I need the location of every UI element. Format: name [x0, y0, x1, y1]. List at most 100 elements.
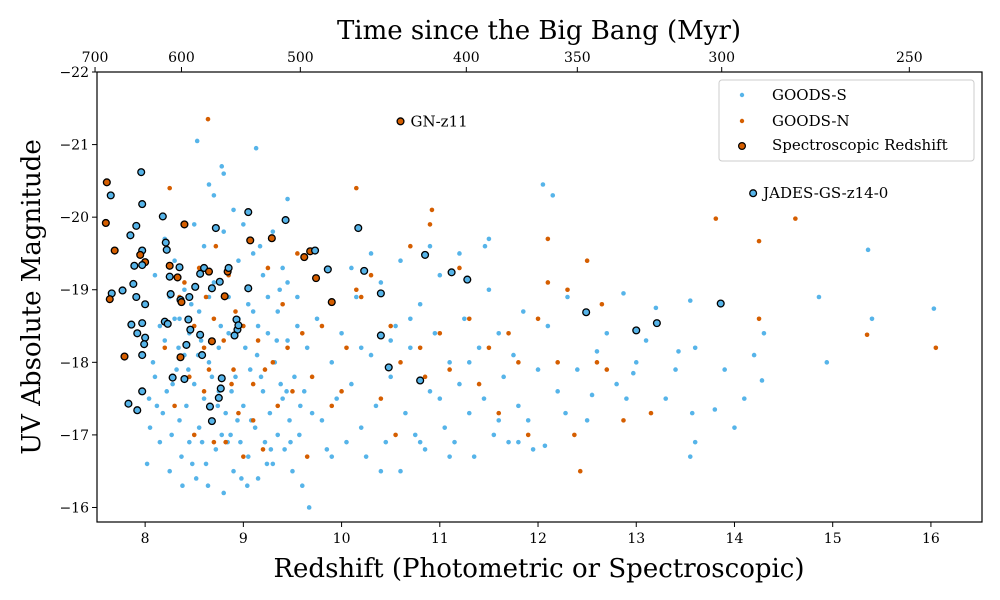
goods-s-point: [653, 305, 659, 311]
goods-n-point: [275, 403, 281, 409]
spectroscopic-point: [185, 292, 194, 302]
goods-n-point: [329, 403, 335, 409]
goods-s-point: [373, 403, 379, 409]
goods-n-point: [354, 287, 359, 293]
x-tick-label: 9: [239, 531, 248, 547]
goods-s-point: [676, 349, 681, 354]
legend-marker-spectroscopic: [737, 142, 746, 151]
goods-s-point: [363, 454, 369, 459]
goods-n-point: [229, 381, 234, 387]
goods-s-point: [221, 171, 227, 176]
goods-s-point: [349, 381, 354, 387]
goods-s-point: [260, 272, 266, 278]
goods-n-point: [233, 309, 238, 314]
goods-n-point: [933, 345, 939, 351]
goods-n-point: [525, 432, 531, 438]
goods-s-point: [673, 367, 678, 372]
goods-s-point: [275, 432, 281, 438]
goods-s-point: [417, 439, 423, 445]
goods-s-point: [542, 443, 548, 449]
goods-s-point: [285, 196, 290, 202]
spectroscopic-point: [138, 319, 147, 328]
goods-s-point: [624, 396, 629, 401]
goods-s-point: [530, 447, 536, 452]
spectroscopic-point: [140, 340, 149, 349]
goods-n-point: [262, 367, 268, 372]
goods-s-point: [393, 323, 398, 329]
goods-s-point: [206, 360, 212, 365]
goods-s-point: [150, 360, 156, 365]
x-tick-label: 13: [627, 531, 645, 547]
spectroscopic-point: [207, 417, 216, 426]
goods-s-point: [633, 360, 639, 365]
goods-n-point: [422, 374, 428, 380]
goods-s-point: [614, 381, 619, 387]
goods-s-point: [314, 316, 320, 322]
goods-s-point: [427, 243, 433, 249]
goods-s-point: [516, 439, 521, 445]
spectroscopic-point: [632, 326, 641, 335]
goods-n-point: [793, 216, 798, 221]
goods-n-point: [191, 432, 197, 438]
goods-n-point: [223, 439, 228, 445]
goods-s-point: [295, 294, 300, 300]
goods-n-point: [572, 432, 577, 438]
spectroscopic-point: [168, 373, 177, 382]
goods-n-point: [447, 367, 452, 372]
spectroscopic-point: [158, 212, 167, 221]
goods-n-point: [565, 287, 570, 293]
goods-s-point: [189, 461, 195, 467]
goods-n-point: [270, 360, 276, 365]
goods-s-point: [816, 294, 822, 300]
legend-label-goods-n: GOODS-N: [772, 112, 850, 130]
spectroscopic-point: [106, 191, 115, 200]
goods-s-point: [223, 410, 228, 416]
goods-s-point: [262, 439, 268, 445]
goods-s-point: [295, 323, 300, 329]
goods-s-point: [184, 403, 189, 409]
goods-n-point: [577, 468, 583, 474]
goods-n-point: [358, 294, 364, 300]
goods-n-point: [496, 410, 502, 416]
goods-s-point: [759, 378, 765, 383]
goods-n-point: [213, 243, 219, 249]
spectroscopic-point: [184, 315, 193, 324]
spectroscopic-point: [204, 267, 214, 276]
spectroscopic-point: [198, 351, 207, 360]
goods-s-point: [751, 352, 757, 358]
goods-n-point: [864, 332, 870, 338]
goods-s-point: [550, 193, 556, 198]
goods-n-point: [172, 403, 177, 409]
goods-s-point: [540, 182, 546, 187]
goods-s-point: [250, 309, 256, 314]
goods-s-point: [437, 272, 443, 278]
goods-s-point: [219, 432, 225, 438]
goods-s-point: [689, 410, 695, 416]
goods-s-point: [712, 407, 718, 412]
goods-s-point: [299, 483, 305, 489]
spectroscopic-point: [196, 330, 205, 339]
spectroscopic-point: [224, 263, 233, 273]
goods-n-point: [344, 345, 349, 351]
goods-s-point: [466, 360, 472, 365]
spectroscopic-point: [211, 223, 220, 233]
x-tick-label: 11: [431, 531, 449, 547]
goods-s-point: [270, 229, 276, 234]
goods-s-point: [267, 410, 273, 416]
legend-box: [718, 79, 975, 162]
goods-s-point: [172, 316, 177, 322]
goods-s-point: [160, 410, 166, 416]
goods-s-point: [231, 468, 236, 474]
goods-s-point: [194, 138, 200, 144]
goods-n-point: [429, 207, 435, 213]
y-tick-label: −19: [59, 283, 89, 299]
goods-s-point: [154, 403, 160, 409]
goods-s-point: [179, 454, 184, 459]
goods-s-point: [247, 367, 253, 372]
goods-n-point: [408, 243, 413, 249]
goods-s-point: [280, 265, 285, 271]
goods-s-point: [270, 461, 276, 467]
goods-n-point: [756, 316, 762, 322]
top-tick-label: 700: [82, 50, 109, 66]
goods-s-point: [255, 323, 261, 329]
